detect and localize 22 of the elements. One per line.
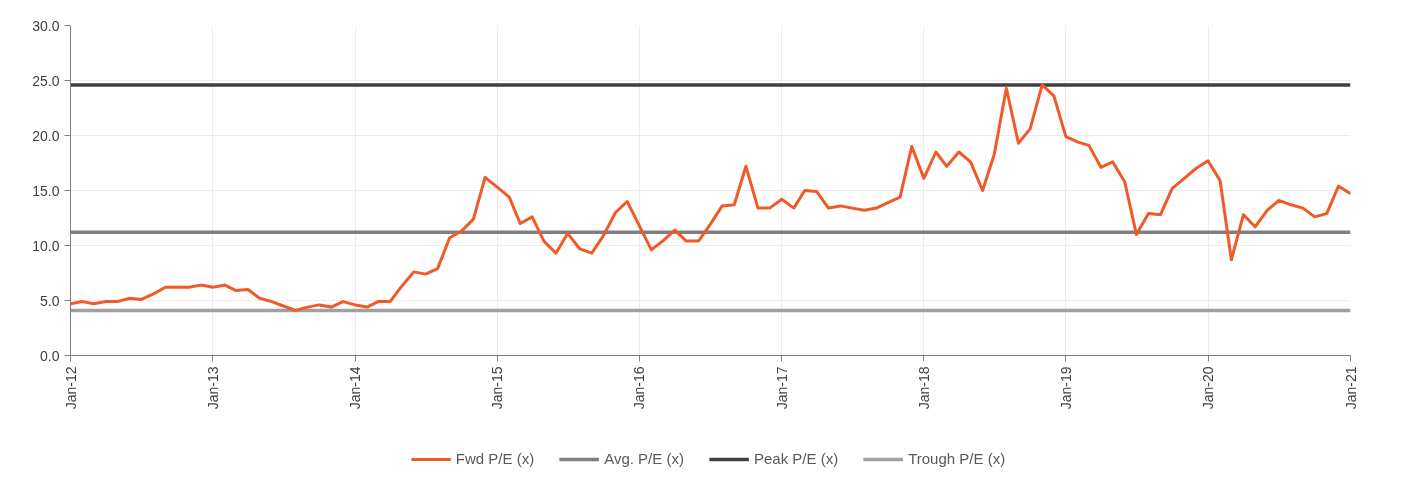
- x-tick-label: Jan-20: [1200, 366, 1217, 410]
- x-tick-label: Jan-19: [1057, 366, 1074, 410]
- legend-label: Avg. P/E (x): [604, 450, 684, 467]
- y-tick-label: 10.0: [32, 237, 60, 254]
- x-tick-label: Jan-21: [1342, 366, 1359, 410]
- y-tick-label: 5.0: [40, 292, 60, 309]
- x-tick-label: Jan-13: [204, 366, 221, 410]
- legend-label: Fwd P/E (x): [455, 450, 535, 467]
- y-tick-label: 30.0: [32, 17, 60, 34]
- y-tick-label: 15.0: [32, 182, 60, 199]
- x-tick-label: Jan-12: [62, 366, 79, 410]
- line-series: [70, 83, 1351, 312]
- y-tick-label: 25.0: [32, 72, 60, 89]
- x-tick-label: Jan-17: [773, 366, 790, 410]
- y-tick-label: 20.0: [32, 127, 60, 144]
- x-tick-label: Jan-18: [915, 366, 932, 410]
- x-tick-label: Jan-16: [631, 366, 648, 410]
- y-tick-label: 0.0: [40, 347, 60, 364]
- x-tick-label: Jan-15: [489, 366, 506, 410]
- x-tick-label: Jan-14: [347, 366, 364, 410]
- legend-label: Trough P/E (x): [908, 450, 1006, 467]
- legend-label: Peak P/E (x): [753, 450, 839, 467]
